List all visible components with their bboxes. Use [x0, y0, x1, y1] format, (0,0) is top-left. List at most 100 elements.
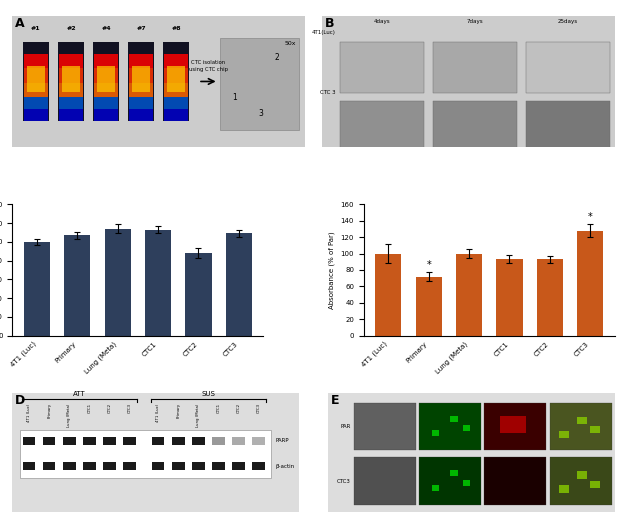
- Bar: [129, 82, 153, 97]
- Bar: [192, 462, 204, 470]
- Bar: [226, 233, 252, 336]
- Bar: [93, 42, 119, 121]
- Bar: [59, 97, 83, 109]
- Bar: [94, 54, 118, 68]
- Bar: [103, 437, 116, 445]
- Bar: [124, 437, 136, 445]
- Bar: [24, 242, 50, 336]
- Bar: [152, 462, 165, 470]
- Bar: [59, 68, 83, 82]
- Bar: [463, 425, 470, 431]
- Bar: [63, 462, 76, 470]
- Bar: [24, 82, 48, 97]
- Bar: [212, 462, 225, 470]
- Bar: [340, 101, 424, 153]
- Bar: [500, 416, 526, 433]
- Text: #1: #1: [31, 26, 40, 31]
- Bar: [24, 68, 48, 82]
- Bar: [124, 437, 136, 445]
- Bar: [354, 403, 416, 450]
- Bar: [185, 253, 212, 336]
- Bar: [252, 462, 265, 470]
- Bar: [23, 462, 35, 470]
- Bar: [415, 277, 442, 336]
- Bar: [63, 437, 76, 445]
- Bar: [168, 66, 185, 92]
- Bar: [433, 101, 517, 153]
- Bar: [129, 54, 153, 68]
- Bar: [94, 82, 118, 97]
- Bar: [550, 457, 612, 505]
- Bar: [165, 109, 188, 121]
- Bar: [212, 462, 225, 470]
- Bar: [58, 42, 84, 121]
- Bar: [27, 66, 45, 92]
- Text: CTC3: CTC3: [337, 478, 351, 484]
- Bar: [172, 437, 184, 445]
- Bar: [145, 230, 171, 336]
- Bar: [463, 480, 470, 486]
- Text: #7: #7: [136, 26, 146, 31]
- Bar: [103, 462, 116, 470]
- Text: B: B: [325, 17, 335, 30]
- Bar: [83, 437, 96, 445]
- Bar: [456, 253, 483, 336]
- Bar: [526, 101, 610, 153]
- Text: ATT: ATT: [73, 391, 86, 397]
- Bar: [232, 462, 245, 470]
- Text: E: E: [331, 394, 339, 407]
- Bar: [419, 457, 481, 505]
- Bar: [124, 462, 136, 470]
- Bar: [94, 97, 118, 109]
- Text: Lung (Meta): Lung (Meta): [67, 403, 71, 427]
- Bar: [559, 485, 569, 493]
- Bar: [577, 231, 604, 336]
- Bar: [578, 417, 587, 424]
- Text: PAR: PAR: [340, 424, 351, 429]
- Text: CTC3: CTC3: [127, 403, 132, 413]
- Bar: [63, 437, 76, 445]
- Bar: [128, 42, 154, 121]
- Y-axis label: Absorbance (% of Par): Absorbance (% of Par): [329, 231, 335, 309]
- Text: #8: #8: [171, 26, 181, 31]
- Bar: [496, 259, 523, 336]
- Bar: [64, 235, 91, 336]
- Text: 4T1(Luc): 4T1(Luc): [312, 31, 336, 35]
- Bar: [104, 229, 131, 336]
- Text: Primary: Primary: [176, 403, 180, 418]
- Bar: [484, 457, 546, 505]
- Bar: [59, 82, 83, 97]
- Text: CTC isolation
using CTC chip: CTC isolation using CTC chip: [189, 60, 228, 72]
- Bar: [83, 437, 96, 445]
- Text: #4: #4: [101, 26, 111, 31]
- Bar: [23, 437, 35, 445]
- Text: 25days: 25days: [558, 18, 578, 24]
- Bar: [212, 437, 225, 445]
- Text: 7days: 7days: [466, 18, 483, 24]
- Text: CTC2: CTC2: [237, 403, 240, 413]
- Text: CTC1: CTC1: [88, 403, 91, 413]
- Bar: [450, 470, 458, 476]
- Text: *: *: [427, 260, 431, 270]
- Text: SUS: SUS: [201, 391, 215, 397]
- Bar: [432, 430, 440, 436]
- Bar: [43, 437, 55, 445]
- Bar: [375, 253, 401, 336]
- Bar: [23, 437, 35, 445]
- Text: CTC3: CTC3: [256, 403, 261, 413]
- Bar: [450, 416, 458, 422]
- Bar: [172, 462, 184, 470]
- Bar: [152, 437, 165, 445]
- Bar: [165, 68, 188, 82]
- Bar: [59, 54, 83, 68]
- Bar: [484, 403, 546, 450]
- Bar: [94, 109, 118, 121]
- Text: 1: 1: [232, 93, 237, 102]
- Text: 4days: 4days: [373, 18, 390, 24]
- Bar: [550, 403, 612, 450]
- Text: 3: 3: [259, 109, 263, 118]
- Text: β-actin: β-actin: [275, 464, 294, 469]
- Text: 50x: 50x: [284, 41, 296, 46]
- Bar: [43, 462, 55, 470]
- Bar: [252, 437, 265, 445]
